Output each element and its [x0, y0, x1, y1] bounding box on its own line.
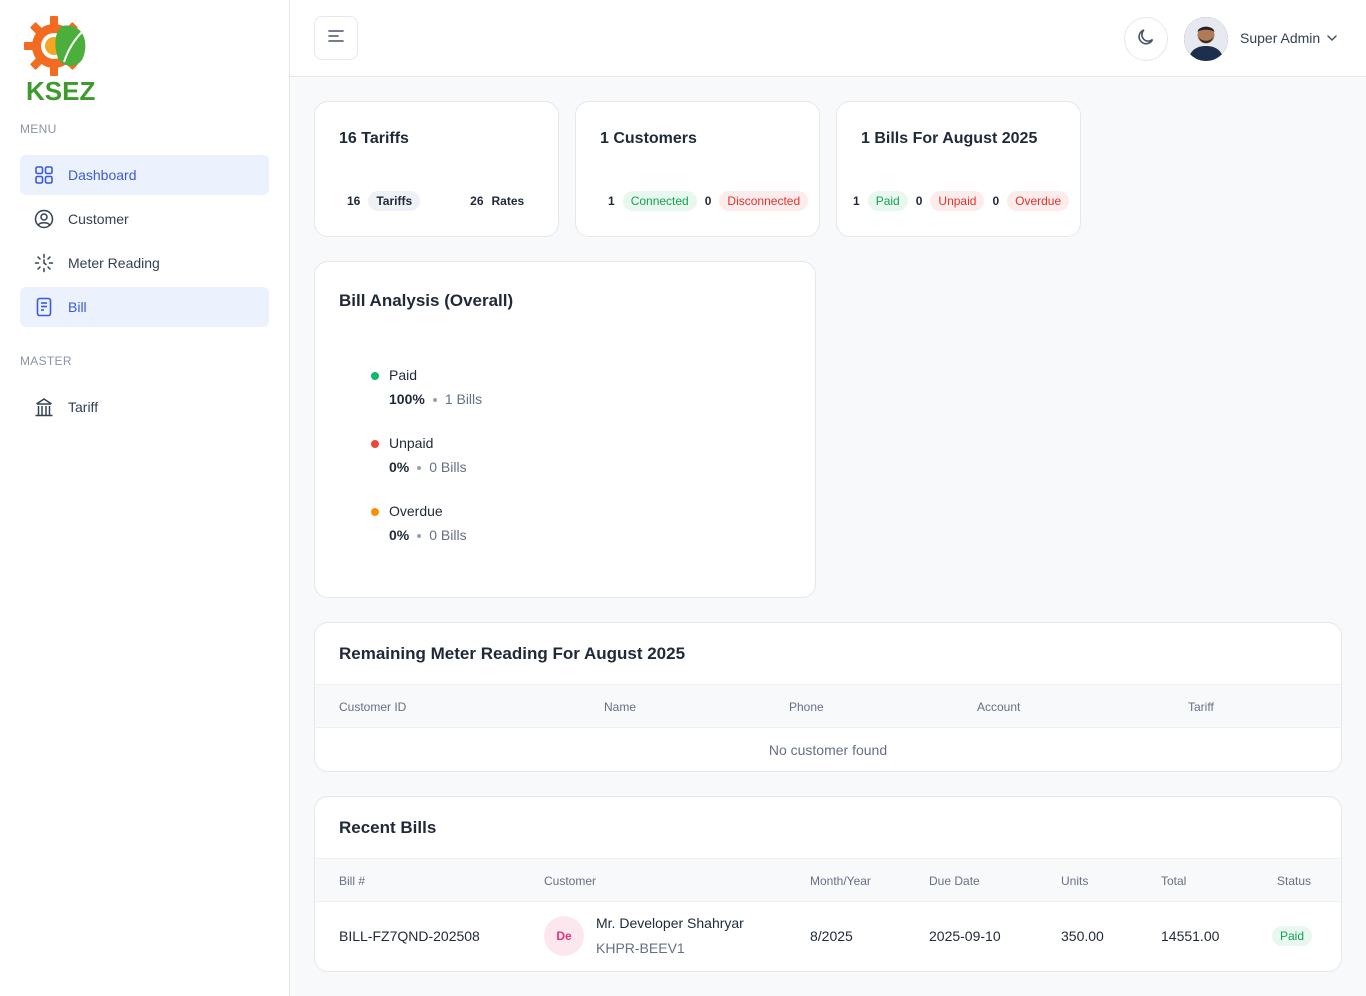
bills-stat-title: 1 Bills For August 2025: [861, 130, 1038, 147]
legend-dot: [371, 372, 379, 380]
legend-dot: [371, 508, 379, 516]
customers-stat-title: 1 Customers: [600, 130, 697, 147]
remaining-table-header: Customer ID Name Phone Account Tariff: [315, 684, 1341, 728]
moon-icon: [1136, 27, 1156, 52]
total: 14551.00: [1161, 928, 1220, 944]
sidebar-item-label: Bill: [68, 299, 87, 315]
overdue-badge: Overdue: [1007, 191, 1070, 211]
unpaid-count: 0: [915, 194, 923, 208]
top-header: Super Admin: [290, 0, 1366, 77]
month-year: 8/2025: [810, 928, 853, 944]
recent-bills-table-header: Bill # Customer Month/Year Due Date Unit…: [315, 858, 1341, 902]
sidebar-item-label: Tariff: [68, 399, 99, 415]
user-name[interactable]: Super Admin: [1240, 30, 1321, 46]
theme-toggle-button[interactable]: [1124, 17, 1168, 61]
due-date: 2025-09-10: [929, 928, 1001, 944]
avatar[interactable]: [1184, 17, 1228, 61]
column-header: Units: [1061, 874, 1089, 888]
overdue-count: 0: [992, 194, 1000, 208]
legend-value: 100% 1 Bills: [389, 391, 483, 407]
connected-count: 1: [608, 194, 615, 208]
sidebar-item-label: Customer: [68, 211, 129, 227]
column-header: Status: [1277, 874, 1312, 888]
column-header: Name: [604, 700, 637, 714]
customer-name: Mr. Developer Shahryar: [596, 915, 744, 931]
column-header: Account: [977, 700, 1021, 714]
remaining-title: Remaining Meter Reading For August 2025: [339, 644, 686, 663]
disconnected-count: 0: [704, 194, 712, 208]
disconnected-badge: Disconnected: [719, 191, 809, 211]
remaining-meter-reading-card: Remaining Meter Reading For August 2025 …: [314, 622, 1342, 772]
customer-code: KHPR-BEEV1: [596, 940, 685, 956]
legend-dot: [371, 440, 379, 448]
sidebar-item-label: Meter Reading: [68, 255, 160, 271]
sidebar-item-customer[interactable]: Customer: [20, 199, 269, 239]
legend-name: Unpaid: [389, 435, 434, 451]
hamburger-icon: [328, 29, 344, 48]
paid-count: 1: [853, 194, 860, 208]
paid-badge: Paid: [867, 191, 908, 211]
tariffs-badge: Tariffs: [368, 191, 421, 211]
column-header: Month/Year: [810, 874, 871, 888]
menu-toggle-button[interactable]: [314, 16, 358, 60]
unpaid-badge: Unpaid: [930, 191, 985, 211]
bills-stat-card: 1 Bills For August 2025 1 Paid 0 Unpaid …: [836, 101, 1081, 237]
bill-analysis-title: Bill Analysis (Overall): [339, 291, 514, 310]
column-header: Total: [1161, 874, 1187, 888]
recent-bills-title: Recent Bills: [339, 818, 437, 837]
column-header: Bill #: [339, 874, 366, 888]
tariffs-stat-row: 16 Tariffs 26 Rates: [339, 191, 524, 211]
sidebar-item-label: Dashboard: [68, 167, 137, 183]
menu-section-label: MENU: [20, 122, 57, 136]
bills-stat-row: 1 Paid 0 Unpaid 0 Overdue: [853, 191, 1070, 211]
column-header: Phone: [789, 700, 824, 714]
tariffs-stat-title: 16 Tariffs: [339, 130, 409, 147]
units: 350.00: [1061, 928, 1104, 944]
tariffs-count: 16: [347, 194, 361, 208]
legend-value: 0% 0 Bills: [389, 527, 467, 543]
brand-name: KSEZ: [26, 76, 95, 104]
bill-number[interactable]: BILL-FZ7QND-202508: [339, 928, 480, 944]
column-header: Due Date: [929, 874, 980, 888]
legend-name: Paid: [389, 367, 418, 383]
empty-state-message: No customer found: [768, 742, 888, 758]
recent-bills-card: Recent Bills Bill # Customer Month/Year …: [314, 796, 1342, 972]
customer-initials-badge: De: [544, 916, 584, 956]
column-header: Customer: [544, 874, 597, 888]
bill-analysis-card: Bill Analysis (Overall) Paid 100% 1 Bills…: [314, 261, 816, 598]
building-icon: [34, 397, 54, 417]
chevron-down-icon[interactable]: [1326, 31, 1338, 49]
brand-logo[interactable]: KSEZ: [24, 14, 96, 106]
sidebar-item-meter-reading[interactable]: Meter Reading: [20, 243, 269, 283]
legend-value: 0% 0 Bills: [389, 459, 467, 475]
document-icon: [34, 297, 54, 317]
master-section-label: MASTER: [20, 354, 72, 368]
rates-label: Rates: [491, 194, 525, 208]
status-badge: Paid: [1272, 926, 1313, 946]
column-header: Customer ID: [339, 700, 407, 714]
tariffs-stat-card: 16 Tariffs 16 Tariffs 26 Rates: [314, 101, 559, 237]
loader-icon: [34, 253, 54, 273]
rates-count: 26: [470, 194, 484, 208]
user-circle-icon: [34, 209, 54, 229]
customers-stat-row: 1 Connected 0 Disconnected: [600, 191, 809, 211]
customers-stat-card: 1 Customers 1 Connected 0 Disconnected: [575, 101, 820, 237]
grid-icon: [34, 165, 54, 185]
column-header: Tariff: [1188, 700, 1214, 714]
legend-name: Overdue: [389, 503, 443, 519]
sidebar: KSEZ MENU Dashboard Customer Mete: [0, 0, 290, 996]
sidebar-item-bill[interactable]: Bill: [20, 287, 269, 327]
connected-badge: Connected: [622, 191, 697, 211]
sidebar-item-dashboard[interactable]: Dashboard: [20, 155, 269, 195]
sidebar-item-tariff[interactable]: Tariff: [20, 387, 269, 427]
